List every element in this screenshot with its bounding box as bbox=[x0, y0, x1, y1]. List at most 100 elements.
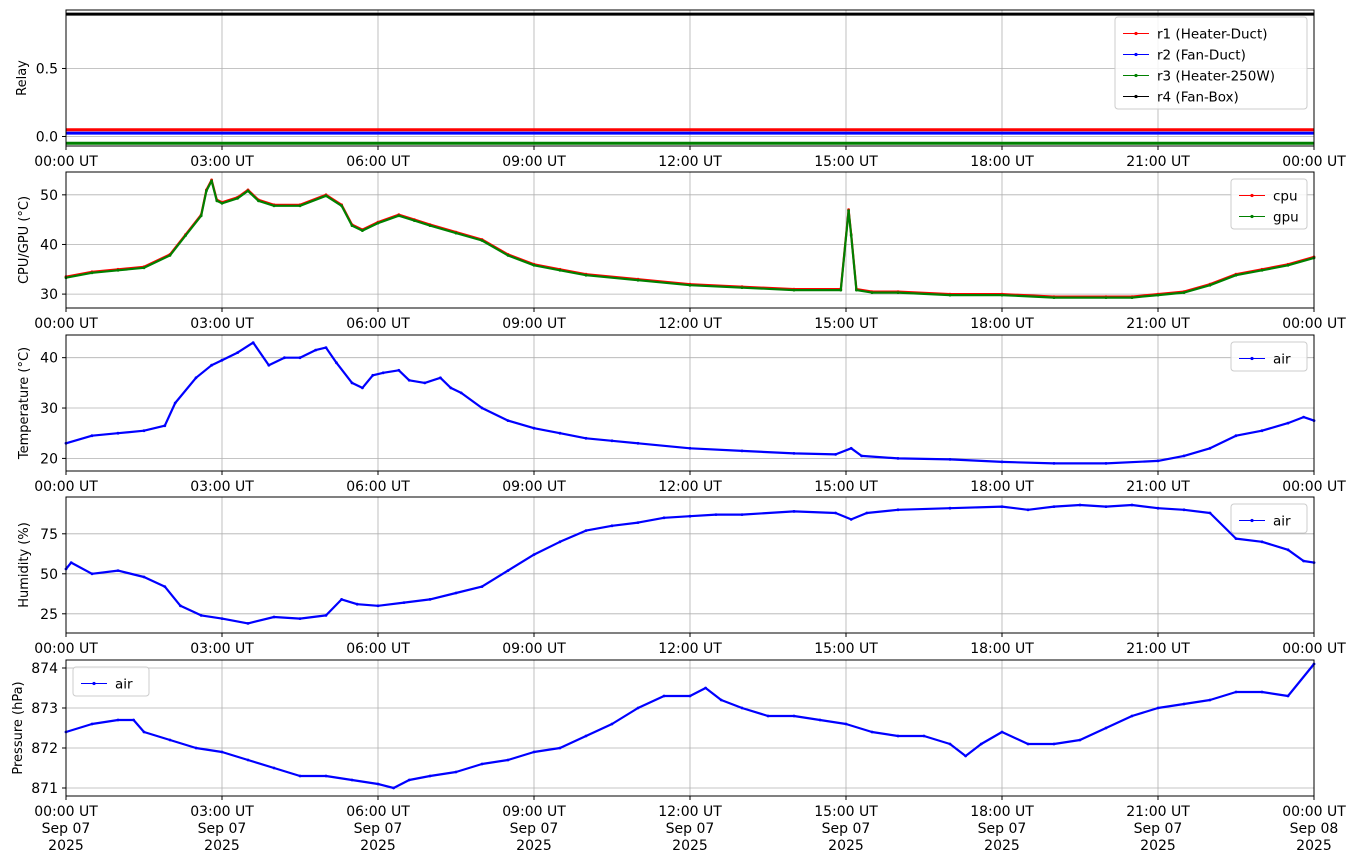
x-tick-label: 00:00 UT bbox=[1282, 479, 1346, 495]
data-point bbox=[272, 615, 276, 619]
legend-label: r2 (Fan-Duct) bbox=[1157, 48, 1246, 64]
data-point bbox=[1000, 730, 1004, 734]
data-point bbox=[922, 734, 926, 738]
data-point bbox=[90, 722, 94, 726]
x-tick-label: 09:00 UT bbox=[502, 804, 566, 820]
x-tick-label: 03:00 UT bbox=[190, 316, 254, 332]
x-date-label: Sep 07 bbox=[666, 821, 715, 837]
data-point bbox=[90, 572, 94, 576]
data-point bbox=[298, 356, 302, 360]
data-point bbox=[818, 718, 822, 722]
data-point bbox=[584, 734, 588, 738]
x-tick-label: 00:00 UT bbox=[1282, 316, 1346, 332]
data-point bbox=[324, 774, 328, 778]
x-tick-label: 21:00 UT bbox=[1126, 154, 1190, 170]
data-point bbox=[1260, 429, 1264, 433]
series-line-1 bbox=[65, 503, 1315, 625]
data-point bbox=[964, 754, 967, 758]
x-tick-label: 18:00 UT bbox=[970, 154, 1034, 170]
x-tick-label: 18:00 UT bbox=[970, 316, 1034, 332]
data-point bbox=[298, 774, 302, 778]
legend-label: air bbox=[1273, 352, 1291, 368]
data-point bbox=[766, 714, 770, 718]
data-point bbox=[163, 585, 167, 588]
data-point bbox=[688, 283, 692, 287]
data-point bbox=[350, 778, 354, 782]
data-point bbox=[298, 617, 302, 620]
legend-label: gpu bbox=[1273, 210, 1299, 226]
data-point bbox=[636, 706, 640, 710]
y-tick-label: 0.5 bbox=[36, 61, 58, 77]
data-point bbox=[1052, 505, 1056, 508]
data-point bbox=[361, 386, 364, 390]
data-point bbox=[251, 341, 255, 344]
data-point bbox=[480, 239, 484, 242]
data-point bbox=[392, 786, 395, 790]
data-point bbox=[849, 518, 853, 521]
data-point bbox=[584, 436, 588, 440]
data-point bbox=[834, 453, 837, 456]
data-point bbox=[855, 288, 858, 292]
data-point bbox=[847, 209, 850, 213]
y-axis-label: Temperature (°C) bbox=[17, 347, 32, 460]
x-tick-label: 15:00 UT bbox=[814, 641, 878, 657]
data-point bbox=[714, 513, 718, 516]
data-point bbox=[397, 214, 401, 218]
data-point bbox=[1286, 548, 1290, 552]
x-tick-label: 00:00 UT bbox=[34, 479, 98, 495]
data-point bbox=[1182, 291, 1186, 294]
data-point bbox=[1208, 446, 1212, 450]
chart-panel-1: 0.0 0.5 00:00 UT 03:00 UT 06:00 UT 09:00 UT 12… bbox=[15, 9, 1346, 170]
data-point bbox=[558, 268, 562, 272]
legend-swatch-marker bbox=[1250, 214, 1254, 219]
data-point bbox=[407, 378, 411, 382]
data-point bbox=[1234, 273, 1238, 277]
data-point bbox=[220, 201, 224, 205]
x-date-label: Sep 07 bbox=[978, 821, 1027, 837]
data-point bbox=[142, 266, 146, 270]
data-point bbox=[948, 293, 952, 297]
data-point bbox=[948, 458, 952, 461]
data-point bbox=[340, 598, 343, 601]
data-point bbox=[1156, 293, 1160, 297]
data-point bbox=[1286, 421, 1290, 425]
x-tick-label: 15:00 UT bbox=[814, 804, 878, 820]
data-point bbox=[350, 381, 354, 385]
data-point bbox=[896, 734, 900, 738]
data-point bbox=[662, 516, 666, 520]
y-axis-label: CPU/GPU (°C) bbox=[17, 196, 32, 284]
data-point bbox=[1156, 706, 1160, 710]
chart-panel-2: 30 40 50 00:00 UT 03:00 UT 06:00 UT 09:00 UT 12… bbox=[17, 171, 1346, 332]
x-tick-label: 06:00 UT bbox=[346, 804, 410, 820]
data-point bbox=[688, 514, 692, 518]
data-point bbox=[584, 529, 588, 532]
data-point bbox=[532, 553, 536, 556]
data-point bbox=[173, 401, 177, 405]
x-tick-label: 15:00 UT bbox=[814, 316, 878, 332]
data-point bbox=[1078, 738, 1082, 742]
data-point bbox=[246, 758, 250, 762]
data-point bbox=[792, 288, 796, 292]
data-point bbox=[1208, 511, 1212, 515]
x-year-label: 2025 bbox=[360, 838, 396, 854]
data-point bbox=[1260, 690, 1264, 694]
data-point bbox=[558, 431, 562, 435]
data-point bbox=[1182, 702, 1186, 706]
data-point bbox=[792, 452, 796, 455]
data-point bbox=[1078, 503, 1082, 507]
data-point bbox=[792, 714, 796, 718]
data-point bbox=[335, 361, 338, 365]
x-year-label: 2025 bbox=[984, 838, 1020, 854]
data-point bbox=[1234, 537, 1238, 540]
data-point bbox=[168, 738, 172, 742]
x-tick-label: 21:00 UT bbox=[1126, 804, 1190, 820]
y-axis-label: Pressure (hPa) bbox=[11, 681, 26, 774]
data-point bbox=[246, 189, 250, 193]
data-point bbox=[220, 617, 224, 620]
data-point bbox=[610, 439, 614, 443]
data-point bbox=[1052, 462, 1056, 465]
data-point bbox=[1156, 459, 1160, 463]
legend-label: air bbox=[1273, 514, 1291, 530]
data-point bbox=[1208, 283, 1212, 287]
